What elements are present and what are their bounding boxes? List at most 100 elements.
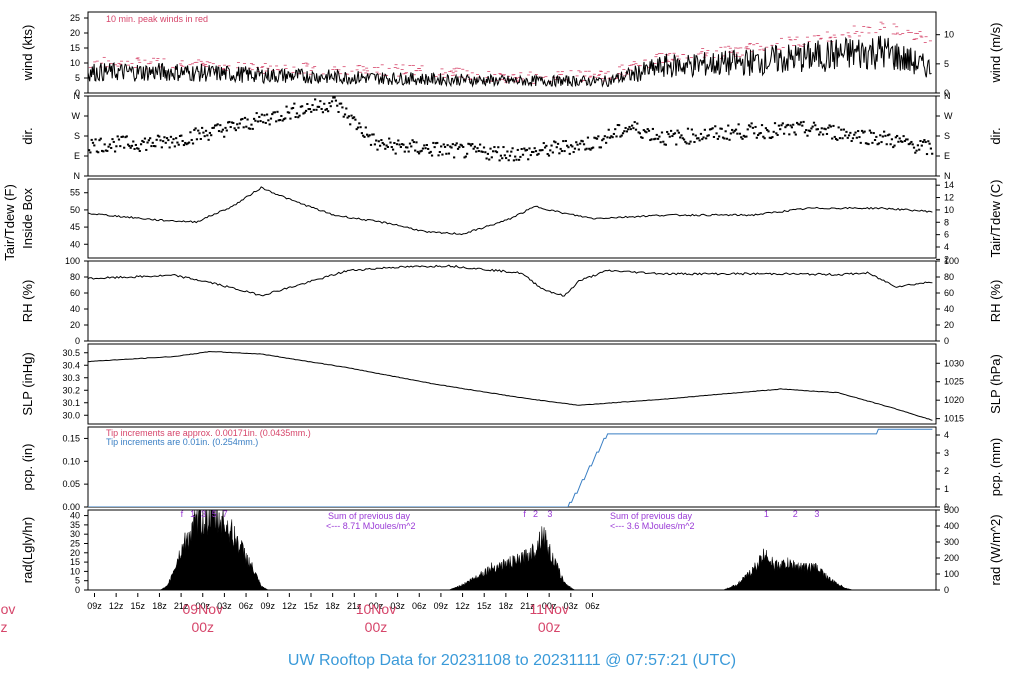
direction-mark [512,159,515,162]
direction-mark [497,146,500,149]
x-tick-label: 06z [412,601,427,611]
direction-mark [520,148,523,151]
y-label-right: dir. [988,127,1003,144]
y-tick-label-right: S [944,131,950,141]
direction-mark [599,146,603,149]
tip-increment-note: Tip increments are 0.01in. (0.254mm.) [106,437,258,447]
direction-mark [189,131,192,134]
direction-mark [432,141,435,144]
direction-mark [276,110,279,113]
direction-mark [623,130,626,133]
direction-mark [259,120,262,123]
direction-mark [260,113,263,116]
direction-mark [386,145,389,148]
direction-mark [606,136,609,139]
direction-mark [384,147,387,150]
direction-mark [810,127,813,130]
direction-mark [884,134,887,137]
y-tick-label-left: 5 [75,576,80,586]
direction-mark [905,138,908,141]
top-mark: 7 [223,509,228,519]
direction-mark [111,138,114,141]
x-tick-label: 06z [585,601,600,611]
direction-mark [329,105,332,108]
direction-mark [338,102,341,105]
direction-mark [93,144,96,147]
direction-mark [615,135,618,138]
direction-mark [423,144,426,147]
direction-mark [643,130,647,133]
direction-mark [484,151,487,154]
direction-mark [175,137,178,140]
direction-mark [819,131,822,134]
direction-mark [656,137,660,140]
direction-mark [634,128,638,131]
direction-mark [202,131,205,134]
direction-mark [519,155,522,158]
direction-mark [477,150,480,153]
direction-mark [667,133,670,136]
y-label-left: pcp. (in) [20,444,35,491]
direction-mark [789,124,792,127]
direction-mark [621,132,625,135]
direction-mark [790,126,793,129]
pcp-line [88,428,933,507]
y-tick-label-left: E [74,151,80,161]
direction-mark [633,121,636,124]
direction-mark [438,150,441,153]
direction-mark [879,134,882,137]
direction-mark [831,137,834,140]
direction-mark [193,128,196,131]
direction-mark [285,105,288,108]
direction-mark [642,129,645,132]
direction-mark [668,135,671,138]
direction-mark [689,140,692,143]
y-tick-label-left: 0 [75,336,80,346]
y-tick-label-right: 4 [944,430,949,440]
y-tick-label-left: 30.3 [62,373,80,383]
direction-mark [798,123,801,126]
direction-mark [527,158,530,161]
direction-mark [480,150,483,153]
direction-mark [273,111,276,114]
temp-frame [87,178,937,259]
direction-mark [310,110,313,113]
direction-mark [316,105,319,108]
y-label-left: wind (kts) [20,25,35,82]
direction-mark [863,130,866,133]
direction-mark [916,144,920,147]
y-tick-label-left: 5 [75,73,80,83]
direction-mark [664,143,667,146]
direction-mark [315,108,318,111]
y-tick-label-left: 30.5 [62,348,80,358]
direction-mark [568,152,571,155]
top-mark: 3 [201,509,206,519]
slp-series-group [88,350,933,421]
dir-frame [87,95,937,177]
direction-mark [415,141,418,144]
direction-mark [786,123,790,126]
y-tick-label-right: 0 [944,502,949,512]
direction-mark [910,140,913,143]
direction-mark [290,107,293,110]
direction-mark [416,150,419,153]
daily-sum-note: Sum of previous day [610,511,693,521]
direction-mark [391,148,395,151]
direction-mark [521,153,525,156]
direction-mark [589,148,592,151]
direction-mark [711,127,714,130]
top-mark: 1 [764,509,769,519]
direction-mark [540,149,543,152]
direction-mark [650,138,653,141]
direction-mark [842,128,845,131]
direction-mark [121,135,124,138]
direction-mark [903,139,907,142]
direction-mark [198,132,201,135]
y-tick-label-left: 10 [70,566,80,576]
direction-mark [588,147,591,150]
direction-mark [705,137,708,140]
direction-mark [534,150,538,153]
direction-mark [147,139,150,142]
direction-mark [610,135,613,138]
